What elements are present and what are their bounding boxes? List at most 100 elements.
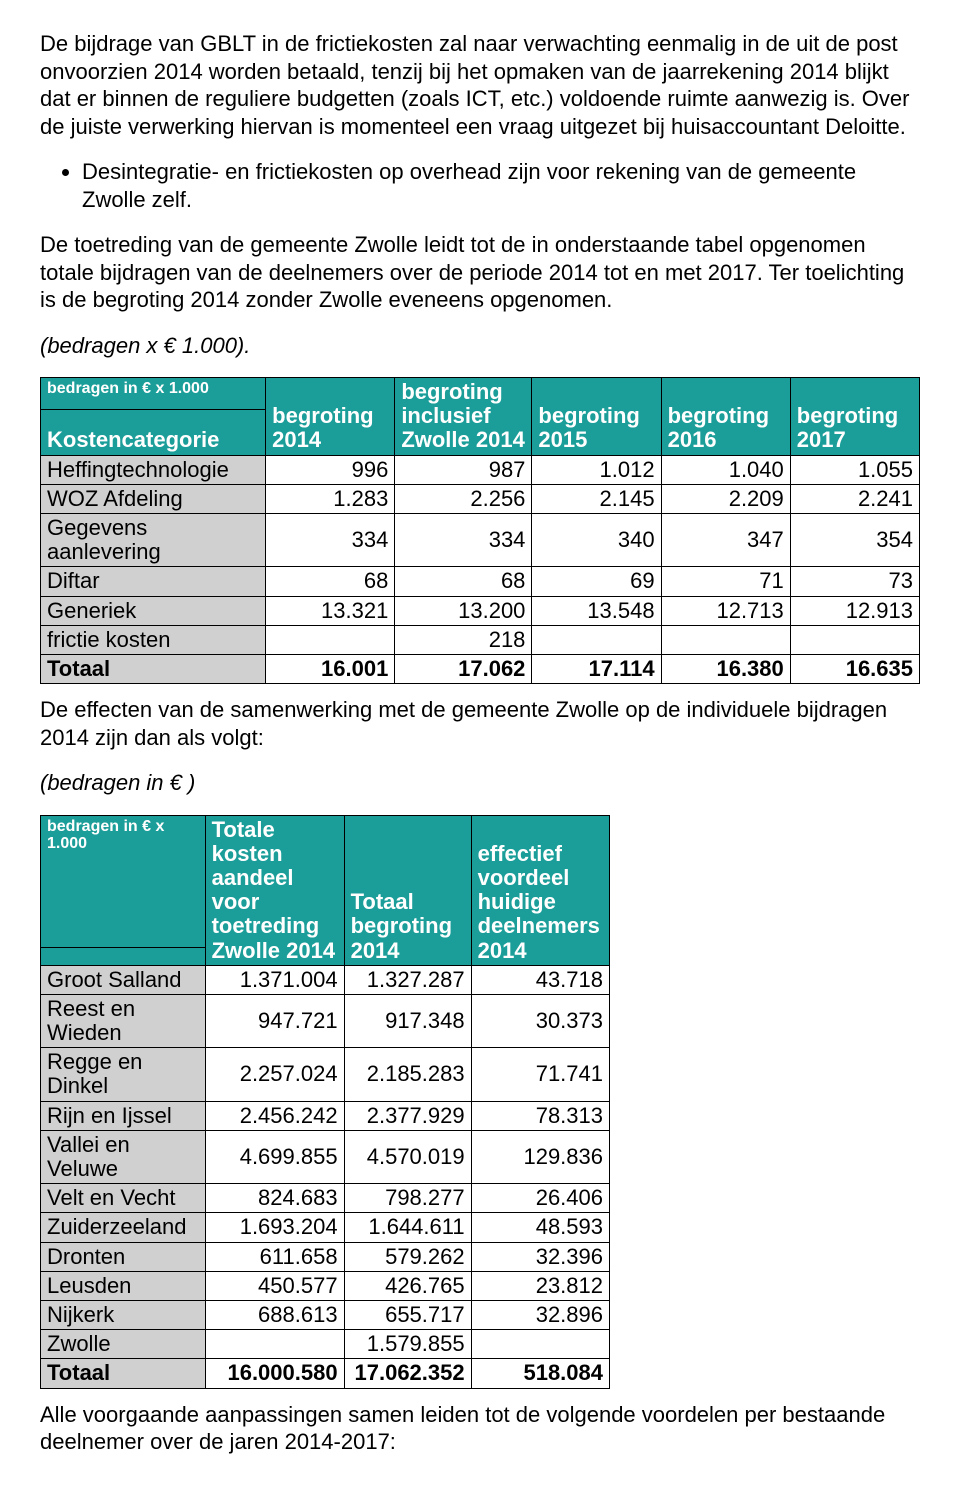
table-row: Zuiderzeeland1.693.2041.644.61148.593 xyxy=(41,1213,610,1242)
row-label: Velt en Vecht xyxy=(41,1184,206,1213)
row-value: 611.658 xyxy=(205,1242,344,1271)
row-label: frictie kosten xyxy=(41,625,266,654)
table-row: frictie kosten 218 xyxy=(41,625,920,654)
row-value: 71 xyxy=(661,567,790,596)
row-value: 26.406 xyxy=(471,1184,609,1213)
row-value: 354 xyxy=(790,513,919,566)
row-value: 68 xyxy=(395,567,532,596)
row-value: 13.200 xyxy=(395,596,532,625)
table-row: Generiek13.32113.20013.54812.71312.913 xyxy=(41,596,920,625)
row-value: 917.348 xyxy=(344,994,471,1047)
table1-col-h0: Kostencategorie xyxy=(41,410,266,455)
row-value: 2.209 xyxy=(661,484,790,513)
table2-col-h: Totale kosten aandeel voor toetreding Zw… xyxy=(205,815,344,965)
table1-col-h: begroting 2015 xyxy=(532,378,661,456)
total-label: Totaal xyxy=(41,1359,206,1388)
table-row: Gegevens aanlevering334334340347354 xyxy=(41,513,920,566)
row-value: 1.040 xyxy=(661,455,790,484)
row-value: 1.693.204 xyxy=(205,1213,344,1242)
total-value: 17.062.352 xyxy=(344,1359,471,1388)
row-value: 2.145 xyxy=(532,484,661,513)
table-row: Regge en Dinkel2.257.0242.185.28371.741 xyxy=(41,1048,610,1101)
row-value: 1.644.611 xyxy=(344,1213,471,1242)
row-value: 947.721 xyxy=(205,994,344,1047)
table-row: Velt en Vecht824.683798.27726.406 xyxy=(41,1184,610,1213)
row-value xyxy=(532,625,661,654)
row-value: 1.055 xyxy=(790,455,919,484)
total-value: 17.062 xyxy=(395,654,532,683)
row-value: 450.577 xyxy=(205,1271,344,1300)
row-label: Zwolle xyxy=(41,1330,206,1359)
row-value: 347 xyxy=(661,513,790,566)
row-value xyxy=(266,625,395,654)
row-value: 426.765 xyxy=(344,1271,471,1300)
row-value: 579.262 xyxy=(344,1242,471,1271)
table-row: Heffingtechnologie9969871.0121.0401.055 xyxy=(41,455,920,484)
row-label: Vallei en Veluwe xyxy=(41,1130,206,1183)
row-value: 4.699.855 xyxy=(205,1130,344,1183)
table-kostencategorie: bedragen in € x 1.000 begroting 2014 beg… xyxy=(40,377,920,684)
paragraph-1: De bijdrage van GBLT in de frictiekosten… xyxy=(40,30,920,140)
row-value: 798.277 xyxy=(344,1184,471,1213)
row-value: 1.283 xyxy=(266,484,395,513)
row-value: 688.613 xyxy=(205,1300,344,1329)
table-row: WOZ Afdeling1.2832.2562.1452.2092.241 xyxy=(41,484,920,513)
row-value: 73 xyxy=(790,567,919,596)
row-value: 2.241 xyxy=(790,484,919,513)
table-row: Zwolle1.579.855 xyxy=(41,1330,610,1359)
row-label: Leusden xyxy=(41,1271,206,1300)
row-value: 71.741 xyxy=(471,1048,609,1101)
total-value: 16.000.580 xyxy=(205,1359,344,1388)
row-label: Zuiderzeeland xyxy=(41,1213,206,1242)
row-value: 13.321 xyxy=(266,596,395,625)
table-row: Vallei en Veluwe4.699.8554.570.019129.83… xyxy=(41,1130,610,1183)
table-row: Leusden450.577426.76523.812 xyxy=(41,1271,610,1300)
row-label: Rijn en Ijssel xyxy=(41,1101,206,1130)
row-label: WOZ Afdeling xyxy=(41,484,266,513)
row-label: Gegevens aanlevering xyxy=(41,513,266,566)
paragraph-2: De toetreding van de gemeente Zwolle lei… xyxy=(40,231,920,314)
total-value: 17.114 xyxy=(532,654,661,683)
row-value: 48.593 xyxy=(471,1213,609,1242)
row-value: 2.185.283 xyxy=(344,1048,471,1101)
table1-col-h: begroting inclusief Zwolle 2014 xyxy=(395,378,532,456)
row-value: 1.012 xyxy=(532,455,661,484)
table1-header-note: bedragen in € x 1.000 xyxy=(41,378,266,410)
row-value: 824.683 xyxy=(205,1184,344,1213)
table-bijdragen: bedragen in € x 1.000 Totale kosten aand… xyxy=(40,815,610,1389)
table-total-row: Totaal16.000.58017.062.352518.084 xyxy=(41,1359,610,1388)
table1-caption: (bedragen x € 1.000). xyxy=(40,332,920,360)
table-row: Rijn en Ijssel2.456.2422.377.92978.313 xyxy=(41,1101,610,1130)
row-label: Groot Salland xyxy=(41,965,206,994)
row-label: Generiek xyxy=(41,596,266,625)
row-label: Regge en Dinkel xyxy=(41,1048,206,1101)
table2-caption: (bedragen in € ) xyxy=(40,769,920,797)
row-value: 4.570.019 xyxy=(344,1130,471,1183)
row-value: 996 xyxy=(266,455,395,484)
row-value: 129.836 xyxy=(471,1130,609,1183)
table2-col-h0 xyxy=(41,948,206,965)
total-value: 16.380 xyxy=(661,654,790,683)
total-value: 518.084 xyxy=(471,1359,609,1388)
row-value: 30.373 xyxy=(471,994,609,1047)
table2-col-h: Totaal begroting 2014 xyxy=(344,815,471,965)
table1-col-h: begroting 2014 xyxy=(266,378,395,456)
row-value: 218 xyxy=(395,625,532,654)
table1-col-h: begroting 2017 xyxy=(790,378,919,456)
row-value: 2.456.242 xyxy=(205,1101,344,1130)
row-value: 987 xyxy=(395,455,532,484)
total-value: 16.001 xyxy=(266,654,395,683)
paragraph-3: De effecten van de samenwerking met de g… xyxy=(40,696,920,751)
total-label: Totaal xyxy=(41,654,266,683)
total-value: 16.635 xyxy=(790,654,919,683)
row-value: 78.313 xyxy=(471,1101,609,1130)
row-label: Reest en Wieden xyxy=(41,994,206,1047)
row-value xyxy=(471,1330,609,1359)
paragraph-4: Alle voorgaande aanpassingen samen leide… xyxy=(40,1401,920,1456)
row-value: 23.812 xyxy=(471,1271,609,1300)
row-value xyxy=(661,625,790,654)
table-row: Diftar6868697173 xyxy=(41,567,920,596)
row-label: Dronten xyxy=(41,1242,206,1271)
table-row: Groot Salland1.371.0041.327.28743.718 xyxy=(41,965,610,994)
table-row: Dronten611.658579.26232.396 xyxy=(41,1242,610,1271)
